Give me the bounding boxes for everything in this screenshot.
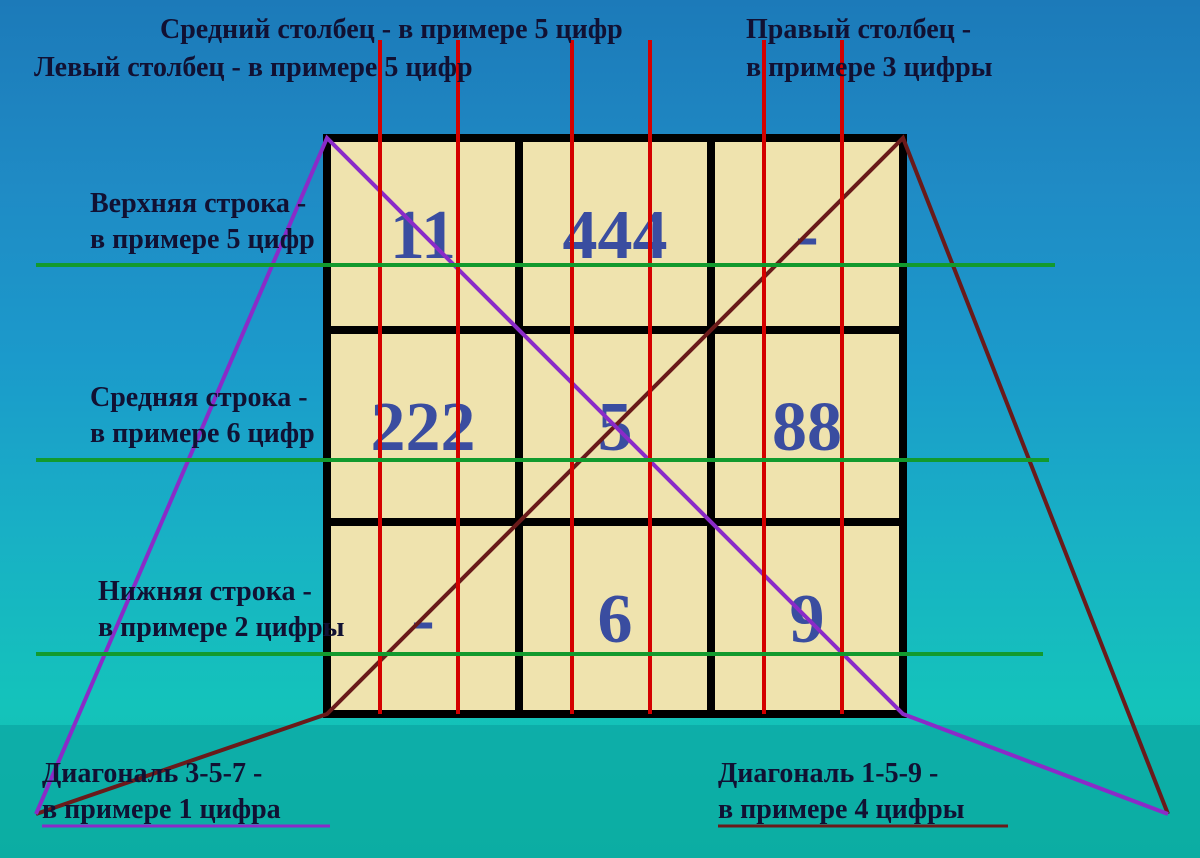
label-row-middle-l1: Средняя строка -	[90, 380, 308, 415]
label-diag-159-l2: в примере 4 цифры	[718, 792, 965, 827]
grid-cell-value: 6	[598, 581, 633, 658]
label-row-top-l2: в примере 5 цифр	[90, 222, 315, 257]
label-row-middle-l2: в примере 6 цифр	[90, 416, 315, 451]
label-column-left: Левый столбец - в примере 5 цифр	[34, 50, 473, 85]
label-column-middle: Средний столбец - в примере 5 цифр	[160, 12, 623, 47]
label-diag-357-l2: в примере 1 цифра	[42, 792, 281, 827]
label-diag-159-l1: Диагональ 1-5-9 -	[718, 756, 938, 791]
label-column-right-l1: Правый столбец -	[746, 12, 971, 47]
label-row-top-l1: Верхняя строка -	[90, 186, 306, 221]
label-column-right-l2: в примере 3 цифры	[746, 50, 993, 85]
grid-cell-value: 88	[772, 389, 842, 466]
label-row-bottom-l1: Нижняя строка -	[98, 574, 312, 609]
label-row-bottom-l2: в примере 2 цифры	[98, 610, 345, 645]
label-diag-357-l1: Диагональ 3-5-7 -	[42, 756, 262, 791]
